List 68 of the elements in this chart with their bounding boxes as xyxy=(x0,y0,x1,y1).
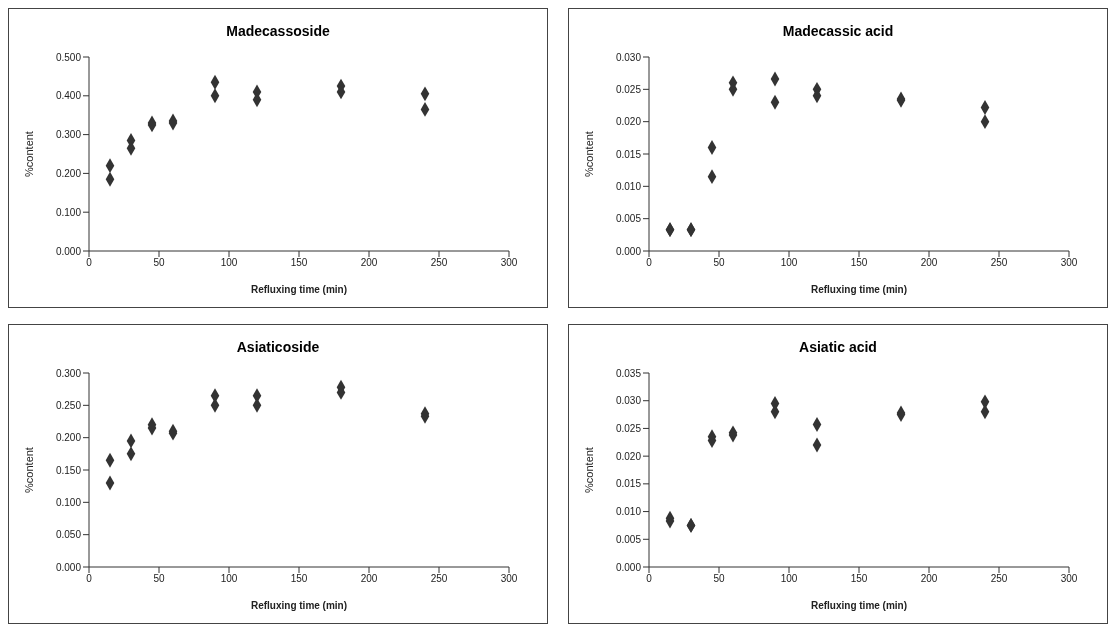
y-tick-label: 0.015 xyxy=(615,478,642,490)
y-tick-label: 0.400 xyxy=(55,90,82,102)
y-tick-label: 0.010 xyxy=(615,180,642,192)
y-tick-label: 0.250 xyxy=(55,399,82,411)
y-tick-label: 0.200 xyxy=(55,432,82,444)
y-tick-label: 0.005 xyxy=(615,533,642,545)
y-tick-label: 0.150 xyxy=(55,464,82,476)
x-axis-title: Refluxing time (min) xyxy=(250,600,348,611)
x-tick-label: 50 xyxy=(153,257,165,269)
x-tick-label: 0 xyxy=(86,257,93,269)
y-tick-label: 0.030 xyxy=(615,51,642,63)
x-tick-label: 50 xyxy=(713,257,725,269)
chart-title: Madecassoside xyxy=(225,23,331,41)
x-tick-label: 250 xyxy=(990,573,1008,585)
x-tick-label: 0 xyxy=(86,573,93,585)
y-axis-title: %content xyxy=(22,447,35,493)
y-axis-title: %content xyxy=(582,447,595,493)
x-tick-label: 150 xyxy=(290,257,308,269)
chart-title: Madecassic acid xyxy=(781,23,895,41)
y-tick-label: 0.100 xyxy=(55,206,82,218)
x-axis-title: Refluxing time (min) xyxy=(810,600,908,611)
y-tick-label: 0.200 xyxy=(55,167,82,179)
y-axis-title: %content xyxy=(22,131,35,177)
x-tick-label: 150 xyxy=(850,257,868,269)
x-tick-label: 100 xyxy=(780,257,798,269)
y-tick-label: 0.010 xyxy=(615,506,642,518)
y-tick-label: 0.025 xyxy=(615,83,642,95)
y-tick-label: 0.050 xyxy=(55,529,82,541)
y-tick-label: 0.025 xyxy=(615,422,642,434)
x-tick-label: 200 xyxy=(360,573,378,585)
x-tick-label: 50 xyxy=(713,573,725,585)
y-tick-label: 0.000 xyxy=(615,561,642,573)
x-tick-label: 250 xyxy=(430,573,448,585)
x-tick-label: 150 xyxy=(850,573,868,585)
chart-title: Asiatic acid xyxy=(798,339,878,357)
x-tick-label: 0 xyxy=(646,257,653,269)
y-axis-title: %content xyxy=(582,131,595,177)
x-tick-label: 250 xyxy=(990,257,1008,269)
x-tick-label: 150 xyxy=(290,573,308,585)
x-tick-label: 100 xyxy=(220,573,238,585)
y-tick-label: 0.000 xyxy=(55,561,82,573)
y-tick-label: 0.035 xyxy=(615,367,642,379)
x-tick-label: 300 xyxy=(500,257,518,269)
x-tick-label: 100 xyxy=(780,573,798,585)
y-tick-label: 0.300 xyxy=(55,367,82,379)
y-tick-label: 0.005 xyxy=(615,213,642,225)
x-tick-label: 300 xyxy=(500,573,518,585)
x-tick-label: 200 xyxy=(920,257,938,269)
y-tick-label: 0.500 xyxy=(55,51,82,63)
chart-title: Asiaticoside xyxy=(235,339,321,357)
y-tick-label: 0.000 xyxy=(615,245,642,257)
y-tick-label: 0.020 xyxy=(615,450,642,462)
x-axis-title: Refluxing time (min) xyxy=(250,284,348,295)
x-tick-label: 300 xyxy=(1060,257,1078,269)
x-tick-label: 0 xyxy=(646,573,653,585)
y-tick-label: 0.300 xyxy=(55,129,82,141)
x-tick-label: 100 xyxy=(220,257,238,269)
x-tick-label: 300 xyxy=(1060,573,1078,585)
y-tick-label: 0.020 xyxy=(615,116,642,128)
y-tick-label: 0.000 xyxy=(55,245,82,257)
x-tick-label: 200 xyxy=(920,573,938,585)
y-tick-label: 0.015 xyxy=(615,148,642,160)
x-tick-label: 200 xyxy=(360,257,378,269)
x-axis-title: Refluxing time (min) xyxy=(810,284,908,295)
y-tick-label: 0.100 xyxy=(55,496,82,508)
x-tick-label: 250 xyxy=(430,257,448,269)
y-tick-label: 0.030 xyxy=(615,395,642,407)
x-tick-label: 50 xyxy=(153,573,165,585)
